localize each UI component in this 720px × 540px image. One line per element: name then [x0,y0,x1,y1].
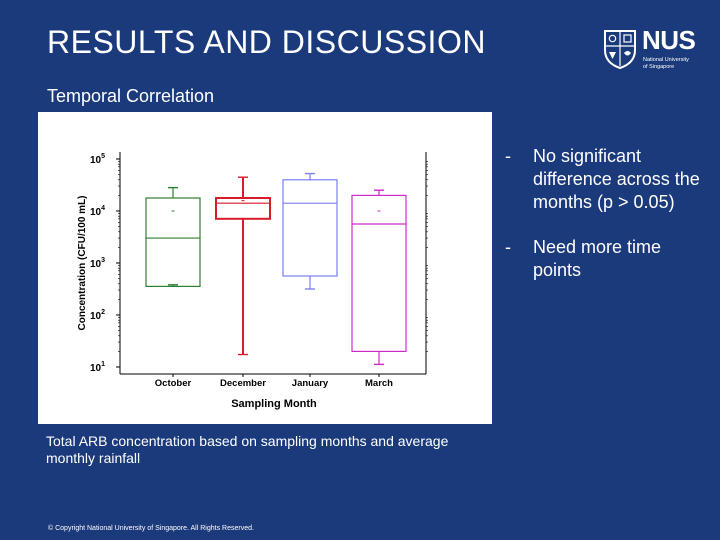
x-tick-label: December [220,378,266,389]
bullet-text: No significant difference across the mon… [533,146,700,212]
box-march [351,189,407,366]
bullet-text: Need more time points [533,237,662,280]
y-tick-label: 104 [90,205,105,218]
x-tick-label: March [365,378,393,389]
bullet-item: - Need more time points [505,236,710,282]
box-plot-chart: 101 102 103 104 105 October December January Mar… [77,152,428,410]
box-body [215,197,271,220]
logo-line-2: of Singapore [643,64,675,70]
copyright-notice: © Copyright National University of Singa… [48,525,254,532]
nus-logo: NUS National University of Singapore [602,25,702,74]
box-body [282,179,338,277]
chart-caption: Total ARB concentration based on samplin… [46,433,449,466]
bullet-marker: - [505,146,511,166]
box-body [351,194,407,353]
bullet-marker: - [505,237,511,257]
bullet-item: - No significant difference across the m… [505,145,710,214]
nus-crest-icon [604,30,636,70]
y-axis-label: Concentration (CFU/100 mL) [77,195,88,330]
chart-panel: 101 102 103 104 105 October December January Mar… [38,112,492,424]
box-december [215,176,271,356]
box-october [145,186,201,288]
x-axis-label: Sampling Month [231,398,317,410]
slide-subtitle: Temporal Correlation [47,86,215,106]
logo-line-1: National University [643,57,689,63]
bullet-list: - No significant difference across the m… [505,145,710,304]
slide-title: RESULTS AND DISCUSSION [47,24,486,60]
y-tick-label: 103 [90,257,105,270]
chart-boxes [145,172,407,366]
y-tick-label: 105 [90,153,105,166]
logo-wordmark: NUS [642,25,696,55]
y-tick-label: 101 [90,361,105,374]
chart-axes: 101 102 103 104 105 October December January Mar… [90,152,428,389]
x-tick-label: January [292,378,329,389]
box-january [282,172,338,290]
x-tick-label: October [155,378,192,389]
y-tick-label: 102 [90,309,105,322]
